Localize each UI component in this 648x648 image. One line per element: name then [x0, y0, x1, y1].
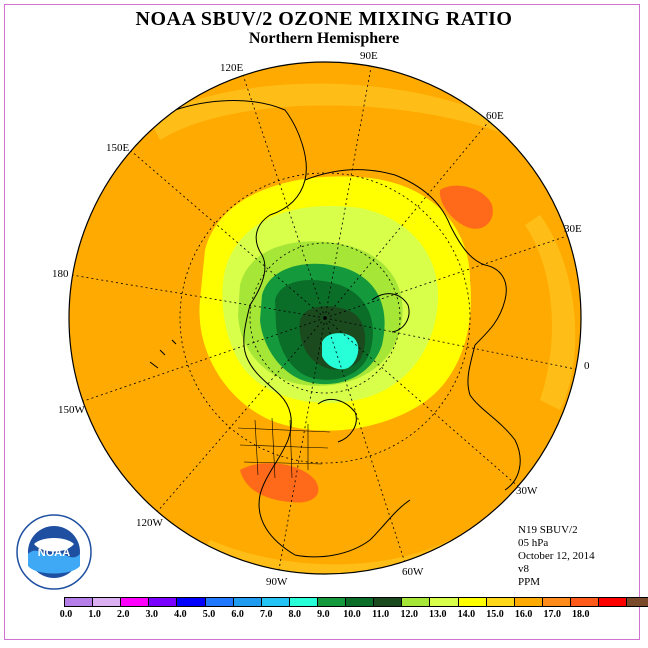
colorbar-tick-label: 10.0	[343, 609, 361, 620]
colorbar-tick-label: 14.0	[457, 609, 476, 620]
colorbar-swatch	[430, 598, 459, 606]
map-title: NOAA SBUV/2 OZONE MIXING RATIO	[135, 8, 513, 30]
colorbar-tick-label: 3.0	[145, 609, 159, 620]
colorbar	[64, 597, 648, 607]
colorbar-tick-label: 4.0	[174, 609, 187, 620]
colorbar-swatch	[121, 598, 150, 606]
version-label: v8	[518, 563, 529, 575]
us-state-borders	[237, 417, 331, 479]
colorbar-swatch	[233, 598, 262, 606]
colorbar-swatch	[149, 598, 178, 606]
colorbar-swatch	[486, 598, 515, 606]
lon-label-90w: 90W	[266, 576, 288, 588]
colorbar-swatch	[317, 598, 347, 606]
lon-label-30e: 30E	[564, 223, 582, 235]
colorbar-tick-label: 5.0	[202, 609, 216, 620]
lon-label-60e: 60E	[486, 110, 504, 122]
lon-label-90e: 90E	[360, 50, 378, 62]
colorbar-swatch	[289, 598, 318, 606]
graticule	[71, 62, 581, 574]
colorbar-swatch	[570, 598, 600, 606]
colorbar-tick-label: 12.0	[400, 609, 418, 620]
colorbar-tick-label: 0.0	[59, 609, 73, 620]
noaa-logo-text: NOAA	[38, 547, 70, 559]
ozone-core-minimum	[322, 333, 359, 370]
colorbar-tick-label: 11.0	[372, 609, 390, 620]
colorbar-tick-label: 18.0	[572, 609, 590, 620]
colorbar-tick-label: 15.0	[486, 609, 504, 620]
metadata-block: N19 SBUV/2 05 hPa October 12, 2014 v8 PP…	[518, 524, 595, 589]
lon-label-150e: 150E	[106, 142, 130, 154]
colorbar-swatch	[205, 598, 234, 606]
map-boundary-circle	[68, 61, 582, 575]
lon-label-0: 0	[584, 360, 590, 372]
lon-label-120e: 120E	[220, 62, 244, 74]
colorbar-swatch	[542, 598, 571, 606]
colorbar-tick-label: 6.0	[231, 609, 244, 620]
colorbar-tick-label: 8.0	[288, 609, 302, 620]
colorbar-tick-label: 2.0	[116, 609, 130, 620]
satellite-label: N19 SBUV/2	[518, 524, 578, 536]
units-label: PPM	[518, 576, 541, 588]
colorbar-ticks: 0.0 1.0 2.0 3.0 4.0 5.0 6.0 7.0 8.0 9.0 10.0 11.0 12…	[0, 609, 648, 623]
colorbar-tick-label: 17.0	[543, 609, 561, 620]
ozone-hotspot-siberia	[439, 185, 493, 229]
colorbar-swatch	[599, 598, 628, 606]
colorbar-swatch	[177, 598, 206, 606]
colorbar-swatch	[374, 598, 403, 606]
ozone-band-light-orange-north	[150, 83, 540, 150]
lon-label-150w: 150W	[58, 404, 85, 416]
map-subtitle: Northern Hemisphere	[248, 30, 400, 47]
colorbar-swatch	[514, 598, 543, 606]
colorbar-tick-label: 16.0	[514, 609, 533, 620]
colorbar-swatch	[93, 598, 122, 606]
ozone-hotspot-mexico	[240, 463, 319, 503]
ozone-band-light-orange-east	[525, 215, 576, 410]
colorbar-swatch	[65, 598, 94, 606]
colorbar-swatch	[627, 598, 648, 606]
lon-label-30w: 30W	[516, 485, 538, 497]
colorbar-swatch	[458, 598, 487, 606]
colorbar-tick-label: 13.0	[429, 609, 447, 620]
noaa-logo: NOAA	[16, 514, 92, 590]
colorbar-swatch	[346, 598, 375, 606]
lon-label-180: 180	[52, 268, 69, 280]
coastlines	[149, 100, 521, 558]
colorbar-swatch	[261, 598, 290, 606]
colorbar-tick-label: 1.0	[88, 609, 101, 620]
lon-label-60w: 60W	[402, 566, 424, 578]
pressure-level-label: 05 hPa	[518, 537, 549, 549]
colorbar-tick-label: 7.0	[259, 609, 273, 620]
image-frame	[4, 4, 640, 640]
colorbar-tick-label: 9.0	[317, 609, 330, 620]
date-label: October 12, 2014	[518, 550, 595, 562]
lon-label-120w: 120W	[136, 517, 163, 529]
colorbar-swatch	[402, 598, 431, 606]
